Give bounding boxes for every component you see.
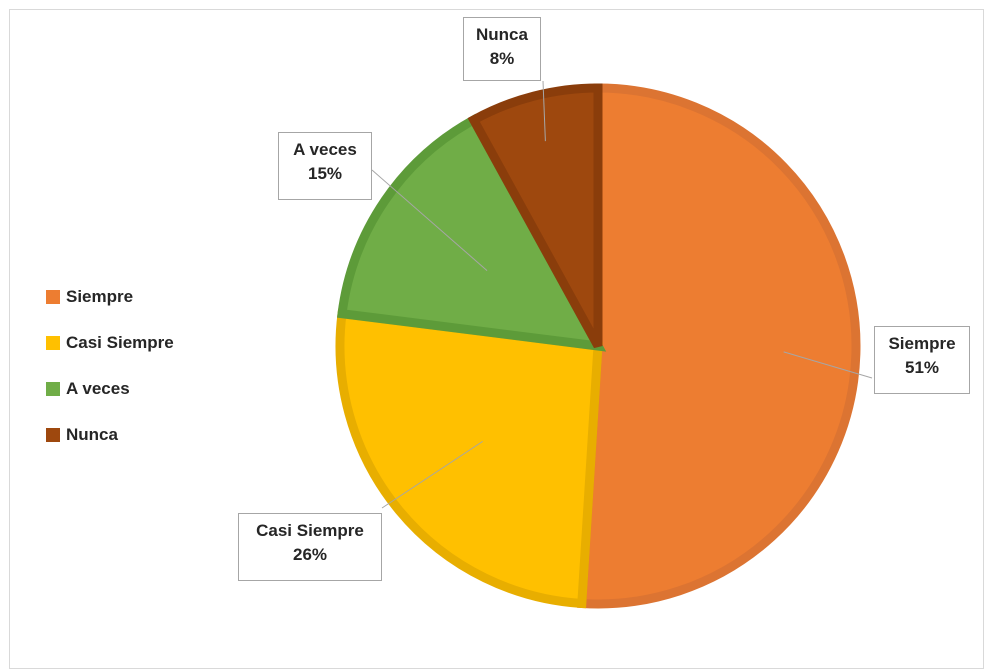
legend-swatch-casi-siempre [46, 336, 60, 350]
legend-swatch-nunca [46, 428, 60, 442]
legend-swatch-a-veces [46, 382, 60, 396]
chart-area: Siempre Casi Siempre A veces Nunca Siemp… [9, 9, 984, 669]
legend-label-nunca: Nunca [66, 425, 118, 444]
leader-line-siempre [783, 351, 873, 379]
data-label-a-veces: A veces 15% [278, 132, 372, 200]
data-label-casi-siempre-category: Casi Siempre [256, 521, 364, 540]
data-label-nunca: Nunca 8% [463, 17, 541, 81]
data-label-nunca-category: Nunca [476, 25, 528, 44]
data-label-casi-siempre-value: 26% [292, 545, 328, 564]
pie-slice-casi-siempre [335, 308, 603, 609]
leader-line-a-veces [371, 169, 488, 271]
legend-item-a-veces: A veces [46, 366, 174, 412]
legend-label-casi-siempre: Casi Siempre [66, 333, 174, 352]
data-label-nunca-value: 8% [489, 49, 515, 68]
pie-slice-a-veces [337, 113, 607, 352]
legend-label-a-veces: A veces [66, 379, 130, 398]
data-label-a-veces-category: A veces [293, 140, 357, 159]
legend: Siempre Casi Siempre A veces Nunca [46, 274, 174, 458]
data-label-siempre: Siempre 51% [874, 326, 970, 394]
data-label-siempre-category: Siempre [888, 334, 956, 353]
legend-label-siempre: Siempre [66, 287, 134, 306]
data-label-casi-siempre: Casi Siempre 26% [238, 513, 382, 581]
pie-slice-nunca [467, 83, 603, 349]
data-label-siempre-value: 51% [904, 358, 940, 377]
legend-item-siempre: Siempre [46, 274, 174, 320]
pie-slice-siempre [577, 83, 861, 609]
data-label-a-veces-value: 15% [307, 164, 343, 183]
leader-line-casi-siempre [381, 440, 483, 509]
legend-swatch-siempre [46, 290, 60, 304]
leader-line-nunca [542, 80, 546, 142]
legend-item-nunca: Nunca [46, 412, 174, 458]
pie-chart [335, 80, 873, 609]
legend-item-casi-siempre: Casi Siempre [46, 320, 174, 366]
